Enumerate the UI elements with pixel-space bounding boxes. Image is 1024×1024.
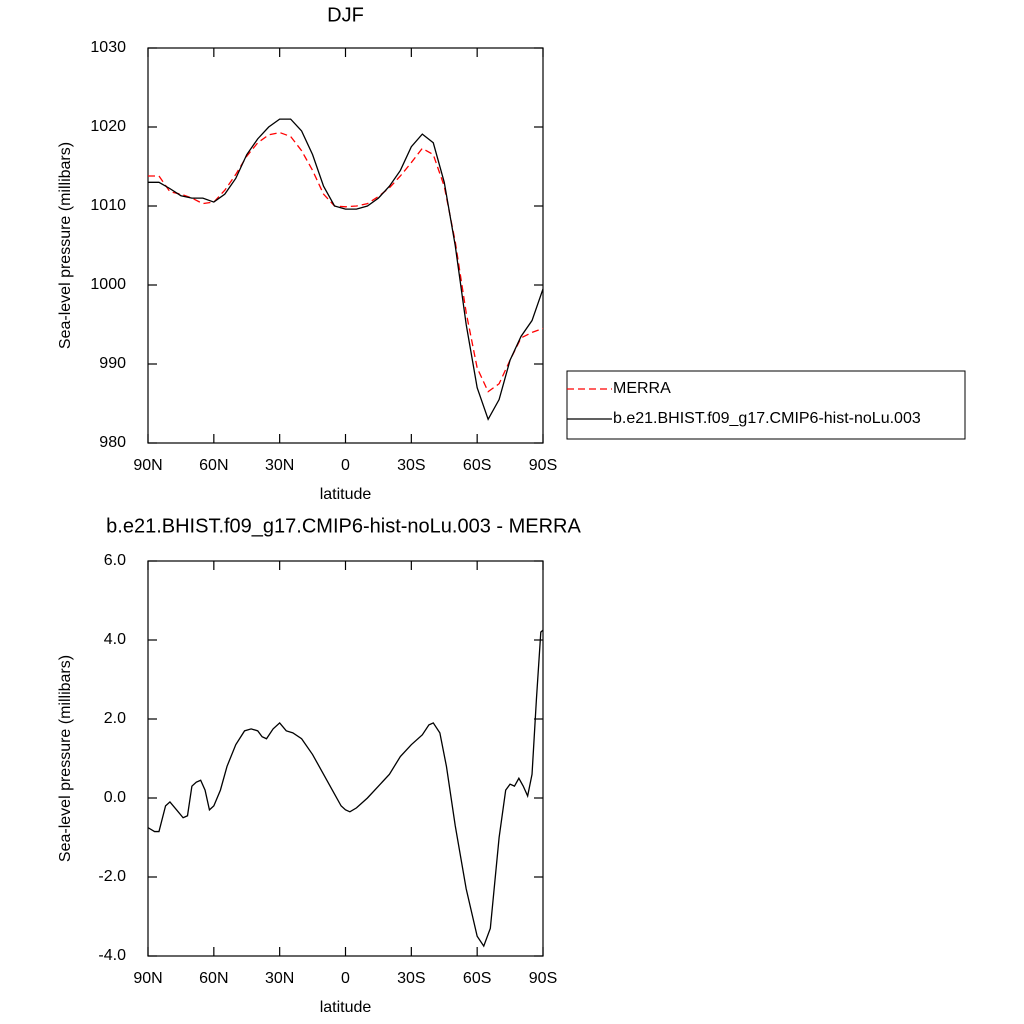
y-tick-label: 4.0 bbox=[104, 631, 126, 648]
x-tick-label: 0 bbox=[341, 457, 350, 474]
x-tick-label: 90N bbox=[133, 970, 162, 987]
x-tick-label: 90S bbox=[529, 457, 557, 474]
y-axis-label: Sea-level pressure (millibars) bbox=[57, 142, 74, 349]
y-tick-label: -2.0 bbox=[98, 868, 126, 885]
legend-label: b.e21.BHIST.f09_g17.CMIP6-hist-noLu.003 bbox=[613, 410, 921, 427]
legend-label: MERRA bbox=[613, 380, 671, 397]
y-tick-label: 1030 bbox=[90, 39, 126, 56]
plot-frame bbox=[147, 560, 544, 957]
x-tick-label: 60N bbox=[199, 970, 228, 987]
y-tick-label: 0.0 bbox=[104, 789, 126, 806]
y-tick-label: -4.0 bbox=[98, 947, 126, 964]
x-tick-label: 30S bbox=[397, 457, 425, 474]
y-tick-label: 990 bbox=[99, 355, 126, 372]
y-tick-label: 1020 bbox=[90, 118, 126, 135]
legend-box bbox=[566, 370, 966, 440]
x-tick-label: 90S bbox=[529, 970, 557, 987]
x-tick-label: 30N bbox=[265, 457, 294, 474]
x-axis-label: latitude bbox=[320, 999, 372, 1016]
x-tick-label: 30S bbox=[397, 970, 425, 987]
y-tick-label: 1000 bbox=[90, 276, 126, 293]
y-tick-label: 2.0 bbox=[104, 710, 126, 727]
y-tick-label: 980 bbox=[99, 434, 126, 451]
series-line bbox=[148, 131, 544, 393]
x-axis-label: latitude bbox=[320, 486, 372, 503]
x-tick-label: 60S bbox=[463, 457, 491, 474]
x-tick-label: 0 bbox=[341, 970, 350, 987]
x-tick-label: 60S bbox=[463, 970, 491, 987]
x-tick-label: 30N bbox=[265, 970, 294, 987]
x-tick-label: 60N bbox=[199, 457, 228, 474]
plot-frame bbox=[147, 47, 544, 444]
series-line bbox=[147, 629, 544, 948]
x-tick-label: 90N bbox=[133, 457, 162, 474]
y-axis-label: Sea-level pressure (millibars) bbox=[57, 655, 74, 862]
series-line bbox=[148, 118, 544, 421]
chart-title: DJF bbox=[327, 4, 364, 26]
chart-title: b.e21.BHIST.f09_g17.CMIP6-hist-noLu.003 … bbox=[106, 515, 581, 537]
y-tick-label: 6.0 bbox=[104, 552, 126, 569]
y-tick-label: 1010 bbox=[90, 197, 126, 214]
